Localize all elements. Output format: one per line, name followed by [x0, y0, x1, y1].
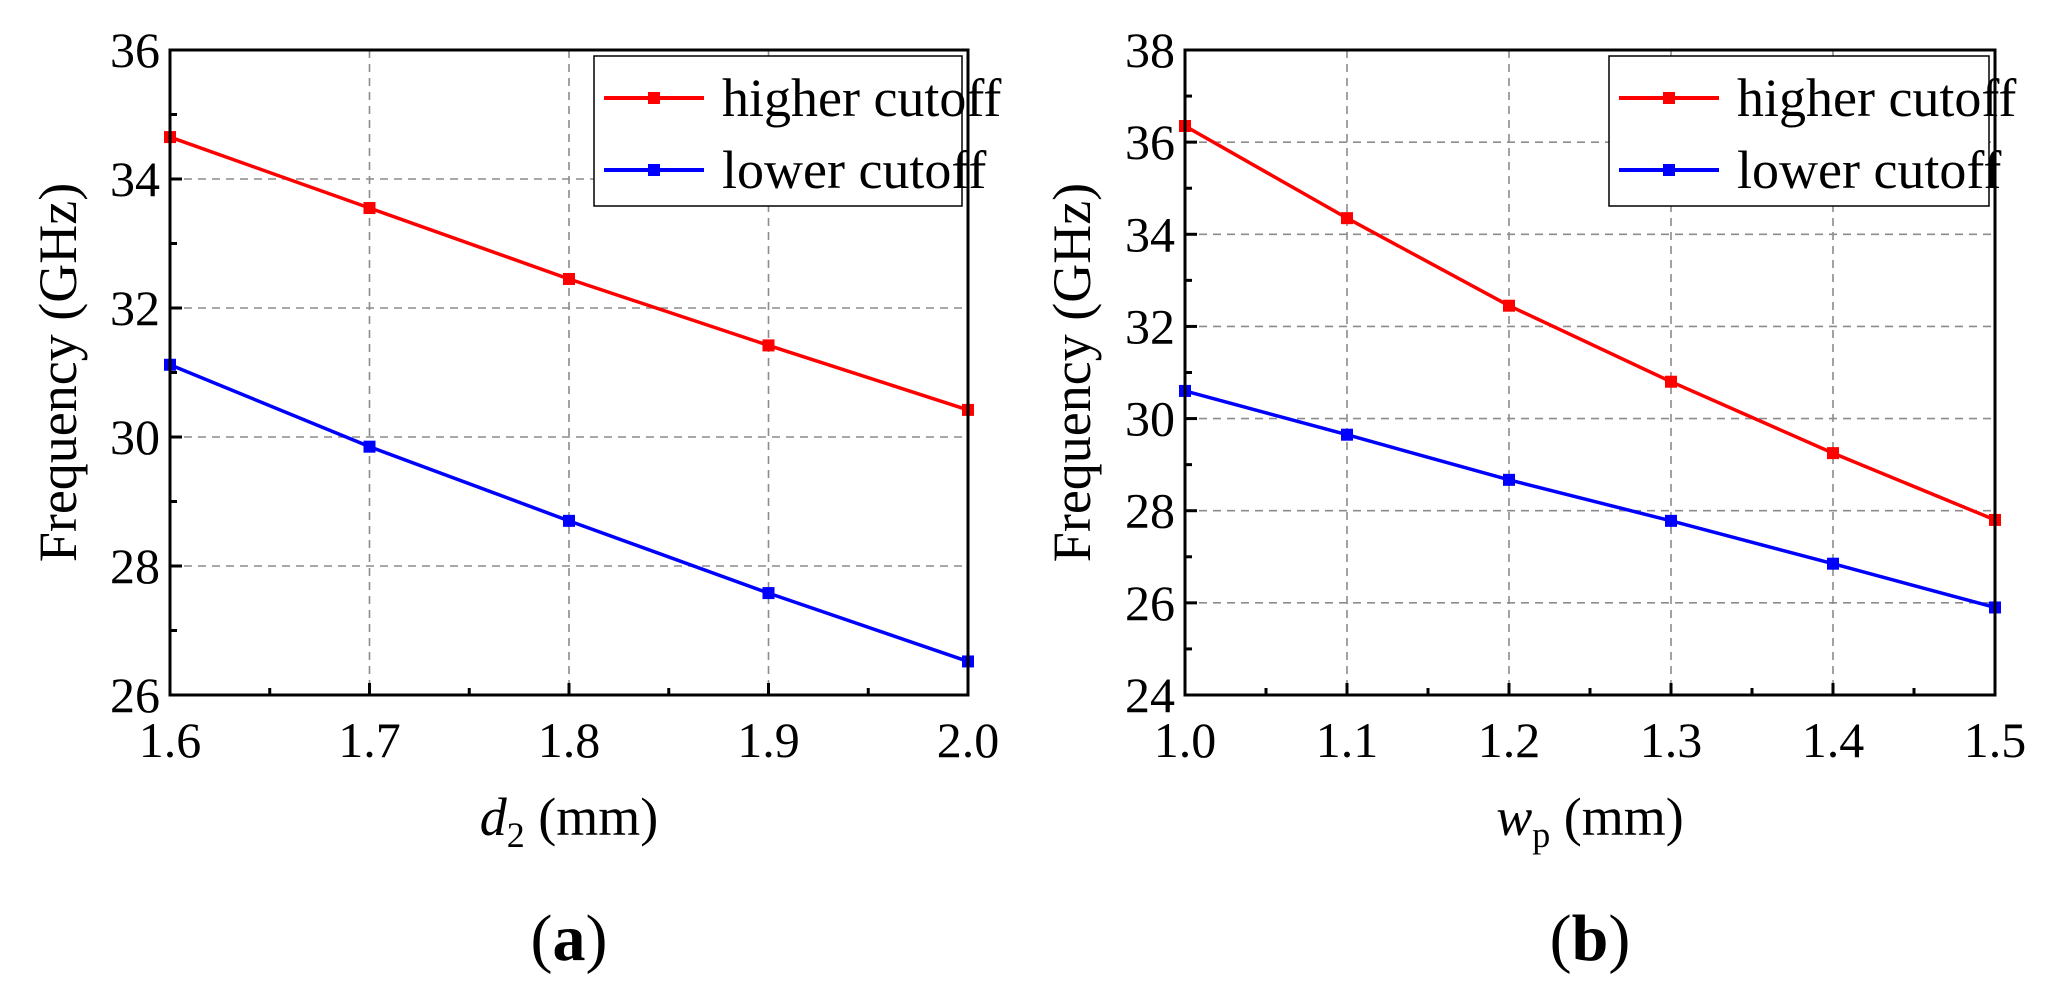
y-tick-label-a: 30 [110, 409, 160, 465]
legend-marker-higher-cutoff-b [1663, 92, 1675, 104]
x-axis-var-a: d [480, 787, 508, 847]
x-tick-label-a: 1.7 [338, 712, 401, 768]
data-point-higher-cutoff-b [1827, 447, 1839, 460]
legend-marker-higher-cutoff-a [648, 92, 660, 104]
x-axis-unit-b: (mm) [1550, 787, 1683, 847]
series-line-lower-cutoff-b [1184, 389, 1996, 610]
data-point-higher-cutoff-a [762, 339, 775, 352]
y-tick-label-b: 26 [1125, 575, 1175, 631]
legend-box-b [1608, 55, 1990, 207]
y-axis-label-a: Frequency (GHz) [28, 183, 88, 562]
data-point-lower-cutoff-b [1341, 428, 1353, 441]
data-point-lower-cutoff-a [363, 440, 376, 453]
x-axis-sub-b: p [1532, 815, 1550, 855]
y-tick-label-b: 32 [1125, 298, 1175, 354]
x-tick-label-a: 1.6 [139, 712, 202, 768]
x-axis-sub-a: 2 [507, 815, 525, 855]
x-tick-label-b: 1.1 [1316, 712, 1379, 768]
x-axis-label-a: d2 (mm) [480, 787, 658, 855]
legend-label-higher-cutoff-a: higher cutoff [722, 68, 1001, 128]
x-tick-label-b: 1.3 [1640, 712, 1703, 768]
x-tick-label-b: 1.2 [1478, 712, 1541, 768]
series-line-higher-cutoff-b [1184, 124, 1996, 522]
x-tick-label-a: 1.9 [737, 712, 800, 768]
legend-marker-lower-cutoff-b [1663, 164, 1675, 176]
data-point-higher-cutoff-a [563, 272, 575, 285]
y-tick-label-a: 34 [110, 151, 160, 207]
x-axis-unit-a: (mm) [525, 787, 658, 847]
legend-label-lower-cutoff-a: lower cutoff [722, 140, 986, 200]
x-tick-label-b: 1.0 [1154, 712, 1217, 768]
panel-label-a: (a) [531, 902, 608, 975]
x-tick-label-b: 1.4 [1802, 712, 1865, 768]
data-point-higher-cutoff-b [1665, 375, 1677, 388]
data-point-lower-cutoff-a [563, 514, 575, 527]
x-tick-label-a: 2.0 [937, 712, 1000, 768]
legend-box-a [593, 55, 963, 207]
y-axis-label-b: Frequency (GHz) [1042, 183, 1102, 562]
data-point-higher-cutoff-b [1503, 299, 1515, 312]
legend-label-higher-cutoff-b: higher cutoff [1737, 68, 2016, 128]
x-tick-label-a: 1.8 [538, 712, 601, 768]
legend-marker-lower-cutoff-a [648, 164, 660, 176]
panel-label-b: (b) [1550, 902, 1631, 975]
data-point-lower-cutoff-b [1665, 514, 1677, 527]
y-tick-label-b: 34 [1125, 206, 1175, 262]
data-point-higher-cutoff-a [363, 202, 376, 215]
y-tick-label-b: 24 [1125, 667, 1175, 723]
data-point-lower-cutoff-b [1827, 557, 1839, 570]
y-tick-label-b: 36 [1125, 114, 1175, 170]
chart-panel-b: 1.0 1.1 1.2 1.3 1.4 1.5 24 26 28 30 32 34 36 38 highe… [1042, 22, 2026, 975]
y-tick-label-b: 38 [1125, 22, 1175, 78]
y-tick-label-a: 36 [110, 22, 160, 78]
y-tick-label-a: 28 [110, 538, 160, 594]
legend-label-lower-cutoff-b: lower cutoff [1737, 140, 2001, 200]
y-tick-label-b: 30 [1125, 391, 1175, 447]
y-tick-label-a: 32 [110, 280, 160, 336]
data-point-lower-cutoff-a [762, 587, 775, 600]
chart-panel-a: 1.6 1.7 1.8 1.9 2.0 26 28 30 32 34 36 higher cutof… [28, 22, 1001, 975]
y-tick-label-b: 28 [1125, 483, 1175, 539]
x-axis-label-b: wp (mm) [1496, 787, 1684, 855]
data-point-lower-cutoff-b [1503, 473, 1515, 486]
x-axis-var-b: w [1496, 787, 1532, 847]
data-point-higher-cutoff-b [1341, 212, 1353, 225]
y-tick-label-a: 26 [110, 667, 160, 723]
x-tick-label-b: 1.5 [1964, 712, 2027, 768]
